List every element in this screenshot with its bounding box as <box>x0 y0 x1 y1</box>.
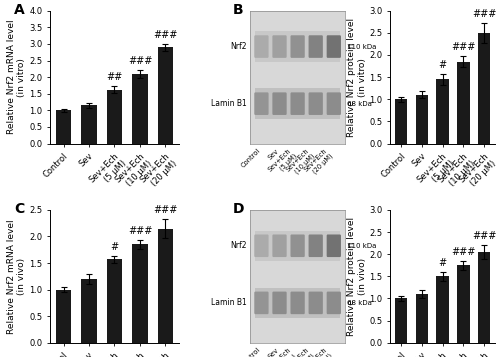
FancyBboxPatch shape <box>272 235 286 257</box>
Text: Control: Control <box>240 147 262 169</box>
Text: Sev+Ech
(L): Sev+Ech (L) <box>267 347 298 357</box>
Text: ###: ### <box>451 42 475 52</box>
Bar <box>255 288 340 318</box>
Text: Lamin B1: Lamin B1 <box>212 298 247 307</box>
Text: Sev: Sev <box>266 147 280 160</box>
FancyBboxPatch shape <box>308 235 323 257</box>
Bar <box>107 90 122 144</box>
FancyBboxPatch shape <box>308 35 323 58</box>
Bar <box>436 276 449 343</box>
Bar <box>82 105 96 144</box>
FancyBboxPatch shape <box>326 92 341 115</box>
Text: Sev+Ech
(20 μM): Sev+Ech (20 μM) <box>304 147 334 178</box>
Bar <box>158 228 173 343</box>
Text: #: # <box>110 242 118 252</box>
FancyBboxPatch shape <box>290 235 305 257</box>
FancyBboxPatch shape <box>254 292 268 314</box>
Bar <box>56 110 71 144</box>
Text: Control: Control <box>240 347 262 357</box>
FancyBboxPatch shape <box>326 292 341 314</box>
Text: D: D <box>233 202 244 216</box>
Bar <box>132 74 148 144</box>
FancyBboxPatch shape <box>254 235 268 257</box>
Text: ##: ## <box>106 72 122 82</box>
Text: Nrf2: Nrf2 <box>230 241 247 250</box>
Bar <box>395 99 407 144</box>
Text: ###: ### <box>451 247 475 257</box>
Bar <box>255 31 340 62</box>
Bar <box>478 252 490 343</box>
Text: C: C <box>14 202 24 216</box>
Y-axis label: Relative Nrf2 protein level
(in vivo): Relative Nrf2 protein level (in vivo) <box>347 217 366 336</box>
Text: ###: ### <box>154 30 178 40</box>
Text: Sev+Ech
(M): Sev+Ech (M) <box>285 347 316 357</box>
FancyBboxPatch shape <box>290 35 305 58</box>
Text: A: A <box>14 3 24 17</box>
FancyBboxPatch shape <box>272 35 286 58</box>
Y-axis label: Relative Nrf2 mRNA level
(in vitro): Relative Nrf2 mRNA level (in vitro) <box>7 20 26 135</box>
FancyBboxPatch shape <box>290 92 305 115</box>
Bar <box>457 62 469 144</box>
Bar <box>56 290 71 343</box>
FancyBboxPatch shape <box>254 35 268 58</box>
FancyBboxPatch shape <box>326 35 341 58</box>
Text: ###: ### <box>128 56 152 66</box>
Bar <box>478 33 490 144</box>
Text: 110 kDa: 110 kDa <box>347 44 376 50</box>
Bar <box>457 265 469 343</box>
FancyBboxPatch shape <box>326 235 341 257</box>
Bar <box>82 279 96 343</box>
FancyBboxPatch shape <box>272 92 286 115</box>
Bar <box>132 245 148 343</box>
Text: ###: ### <box>128 226 152 236</box>
Text: #: # <box>438 258 446 268</box>
Text: Sev+Ech
(5 μM): Sev+Ech (5 μM) <box>267 147 298 178</box>
Text: Sev+Ech
(10 μM): Sev+Ech (10 μM) <box>285 147 316 178</box>
Text: Lamin B1: Lamin B1 <box>212 99 247 108</box>
Text: ###: ### <box>472 9 496 19</box>
FancyBboxPatch shape <box>254 92 268 115</box>
FancyBboxPatch shape <box>308 92 323 115</box>
Text: ###: ### <box>472 231 496 241</box>
Y-axis label: Relative Nrf2 mRNA level
(in vivo): Relative Nrf2 mRNA level (in vivo) <box>7 219 26 334</box>
Bar <box>158 47 173 144</box>
Bar <box>255 231 340 261</box>
Text: 68 kDa: 68 kDa <box>347 101 372 107</box>
Text: Sev+Ech
(H): Sev+Ech (H) <box>304 347 334 357</box>
Y-axis label: Relative Nrf2 protein level
(in vitro): Relative Nrf2 protein level (in vitro) <box>347 17 366 137</box>
Bar <box>436 79 449 144</box>
FancyBboxPatch shape <box>290 292 305 314</box>
FancyBboxPatch shape <box>308 292 323 314</box>
Text: Sev: Sev <box>266 347 280 357</box>
Bar <box>255 89 340 119</box>
Text: ###: ### <box>154 205 178 215</box>
Bar <box>416 95 428 144</box>
Text: 68 kDa: 68 kDa <box>347 300 372 306</box>
Text: 110 kDa: 110 kDa <box>347 243 376 249</box>
Bar <box>395 298 407 343</box>
Bar <box>107 259 122 343</box>
FancyBboxPatch shape <box>272 292 286 314</box>
Text: Nrf2: Nrf2 <box>230 42 247 51</box>
Text: B: B <box>233 3 243 17</box>
Text: #: # <box>438 60 446 70</box>
Bar <box>416 294 428 343</box>
